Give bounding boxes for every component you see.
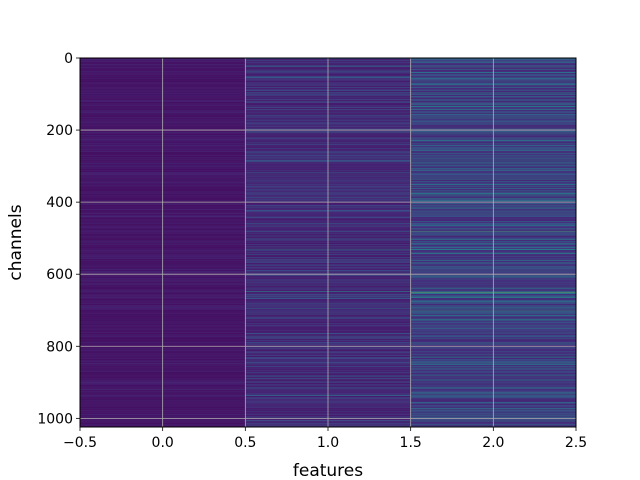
y-tick-label: 0 [64, 51, 73, 67]
x-tick-label: 0.0 [152, 435, 174, 451]
y-tick-label: 400 [46, 195, 73, 211]
x-axis-label: features [293, 461, 363, 480]
x-tick-label: 1.0 [317, 435, 339, 451]
y-tick-label: 800 [46, 339, 73, 355]
y-axis-label: channels [6, 204, 26, 280]
x-tick-label: 2.5 [565, 435, 587, 451]
x-tick-label: −0.5 [63, 435, 97, 451]
y-tick-label: 1000 [37, 411, 73, 427]
x-tick-label: 2.0 [482, 435, 504, 451]
y-tick-label: 200 [46, 123, 73, 139]
x-axis-ticks: −0.5 0.0 0.5 1.0 1.5 2.0 2.5 [63, 427, 587, 451]
x-tick-label: 0.5 [234, 435, 256, 451]
x-tick-label: 1.5 [400, 435, 422, 451]
y-tick-label: 600 [46, 267, 73, 283]
y-axis-ticks: 0 200 400 600 800 1000 [37, 51, 80, 427]
